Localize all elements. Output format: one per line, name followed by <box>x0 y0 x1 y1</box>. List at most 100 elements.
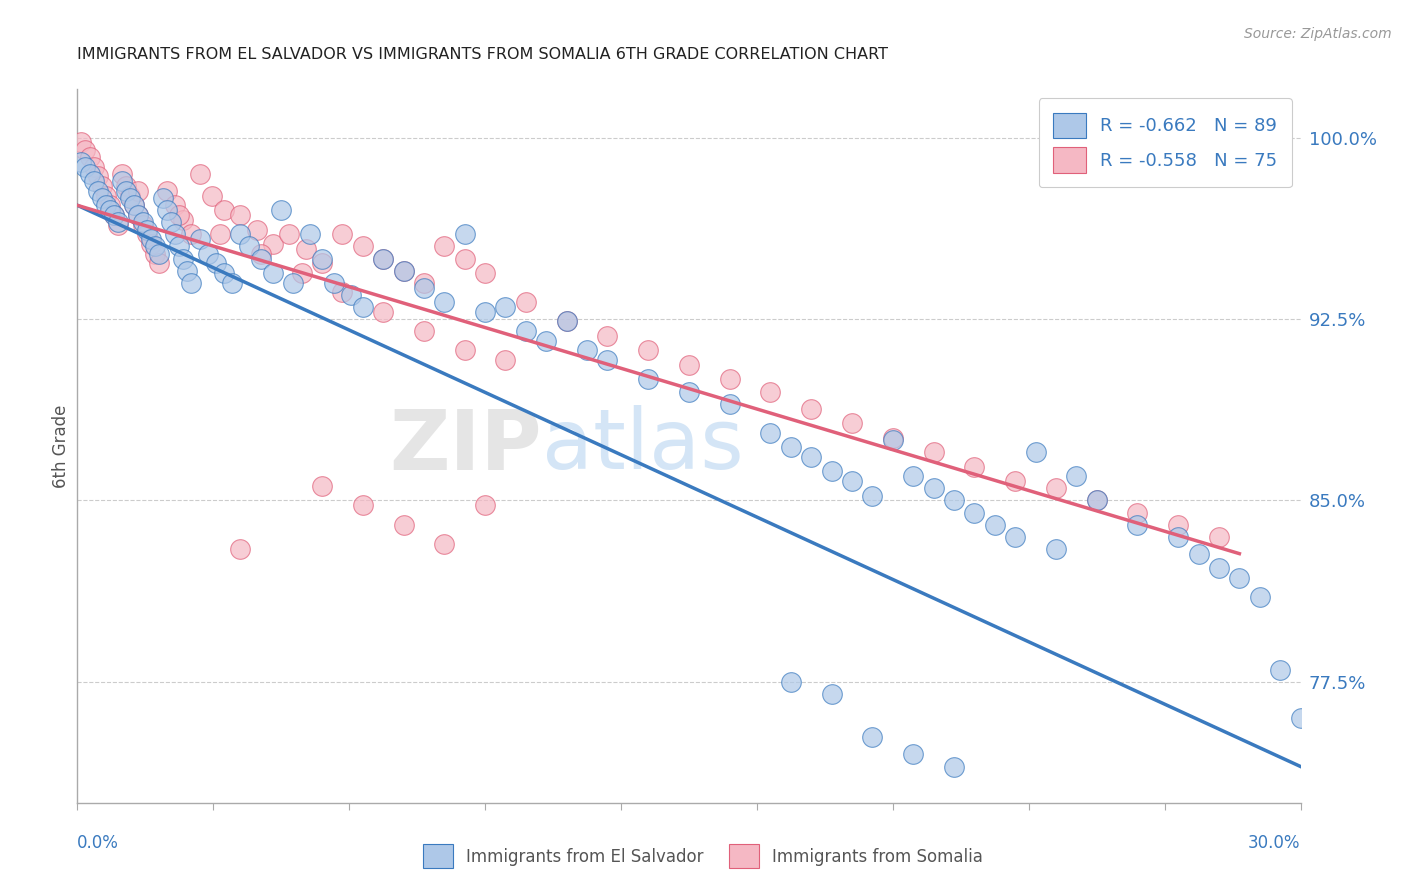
Point <box>172 252 194 266</box>
Point <box>779 674 801 689</box>
Point <box>922 481 945 495</box>
Point <box>718 397 741 411</box>
Point <box>103 208 125 222</box>
Point <box>453 343 475 358</box>
Point <box>205 256 228 270</box>
Point <box>882 433 904 447</box>
Point <box>678 384 700 399</box>
Point <box>172 212 194 227</box>
Point <box>779 440 801 454</box>
Point <box>821 464 844 478</box>
Point <box>495 353 517 368</box>
Point <box>188 167 211 181</box>
Point <box>221 276 243 290</box>
Text: Source: ZipAtlas.com: Source: ZipAtlas.com <box>1244 27 1392 41</box>
Point <box>1229 571 1251 585</box>
Point <box>555 314 578 328</box>
Point <box>124 198 146 212</box>
Point <box>800 401 823 416</box>
Point <box>678 358 700 372</box>
Point <box>311 256 333 270</box>
Point <box>474 266 496 280</box>
Point <box>371 252 394 266</box>
Point <box>290 266 312 280</box>
Point <box>311 479 333 493</box>
Point <box>963 506 986 520</box>
Legend: Immigrants from El Salvador, Immigrants from Somalia: Immigrants from El Salvador, Immigrants … <box>416 838 990 875</box>
Point <box>270 203 292 218</box>
Point <box>1004 530 1026 544</box>
Point <box>90 191 112 205</box>
Point <box>1126 506 1149 520</box>
Point <box>79 150 101 164</box>
Point <box>800 450 823 464</box>
Point <box>135 227 157 242</box>
Point <box>352 300 374 314</box>
Point <box>115 184 138 198</box>
Point <box>70 154 93 169</box>
Point <box>294 242 316 256</box>
Point <box>392 263 415 277</box>
Point <box>433 239 456 253</box>
Point <box>124 198 146 212</box>
Point <box>250 246 273 260</box>
Point <box>332 227 354 242</box>
Point <box>229 227 252 242</box>
Text: atlas: atlas <box>543 406 744 486</box>
Text: 0.0%: 0.0% <box>77 834 120 852</box>
Point <box>862 489 884 503</box>
Point <box>413 276 436 290</box>
Point <box>135 222 157 236</box>
Point <box>250 252 273 266</box>
Point <box>212 203 235 218</box>
Point <box>120 191 142 205</box>
Text: 30.0%: 30.0% <box>1249 834 1301 852</box>
Point <box>156 184 179 198</box>
Point <box>111 174 134 188</box>
Point <box>963 459 986 474</box>
Point <box>75 160 97 174</box>
Point <box>188 232 211 246</box>
Point <box>637 372 659 386</box>
Point <box>246 222 269 236</box>
Point <box>555 314 578 328</box>
Point <box>169 208 191 222</box>
Point <box>942 759 965 773</box>
Point <box>143 239 166 253</box>
Point <box>413 280 436 294</box>
Point <box>515 295 537 310</box>
Point <box>474 498 496 512</box>
Point <box>882 431 904 445</box>
Point <box>311 252 333 266</box>
Point <box>79 167 101 181</box>
Point <box>332 285 354 300</box>
Point <box>1187 547 1209 561</box>
Point <box>371 252 394 266</box>
Point <box>197 246 219 260</box>
Point <box>433 295 456 310</box>
Point <box>262 266 284 280</box>
Point <box>596 329 619 343</box>
Point <box>127 208 149 222</box>
Point <box>278 227 301 242</box>
Point <box>87 169 110 184</box>
Point <box>576 343 599 358</box>
Point <box>180 227 202 242</box>
Point <box>392 517 415 532</box>
Point <box>165 227 187 242</box>
Point <box>127 184 149 198</box>
Legend: R = -0.662   N = 89, R = -0.558   N = 75: R = -0.662 N = 89, R = -0.558 N = 75 <box>1039 98 1292 187</box>
Point <box>453 227 475 242</box>
Point <box>283 276 305 290</box>
Point <box>131 218 153 232</box>
Text: IMMIGRANTS FROM EL SALVADOR VS IMMIGRANTS FROM SOMALIA 6TH GRADE CORRELATION CHA: IMMIGRANTS FROM EL SALVADOR VS IMMIGRANT… <box>77 47 889 62</box>
Point <box>229 541 252 556</box>
Point <box>474 304 496 318</box>
Point <box>1167 530 1189 544</box>
Point <box>534 334 557 348</box>
Point <box>87 184 110 198</box>
Point <box>339 288 361 302</box>
Point <box>169 239 191 253</box>
Point <box>238 239 260 253</box>
Point <box>1268 663 1291 677</box>
